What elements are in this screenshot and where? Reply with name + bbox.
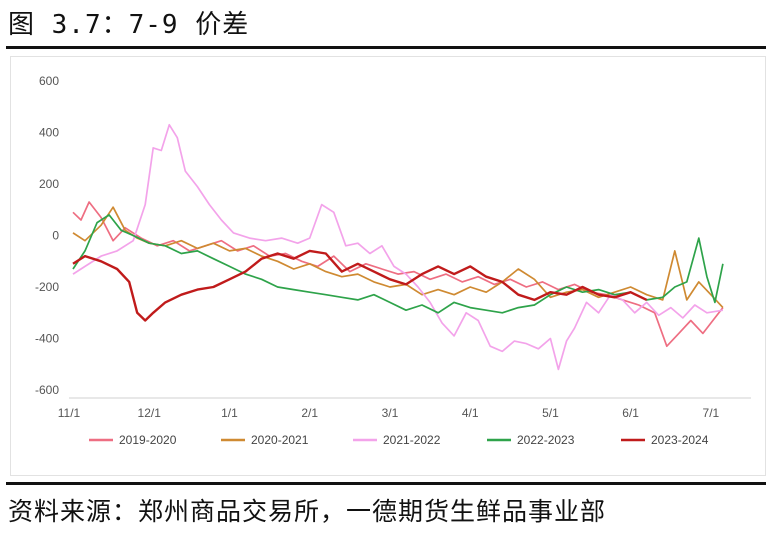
chart-frame: 600 400 200 0 -200 -400 -600 11/1 12/1 1/1 2/1 3/1 4…: [10, 56, 766, 476]
legend-label: 2023-2024: [651, 433, 709, 447]
y-tick-label: 400: [39, 126, 59, 140]
y-tick-label: 600: [39, 74, 59, 88]
x-tick-label: 11/1: [58, 406, 81, 420]
y-tick-label: -600: [35, 383, 59, 397]
x-tick-label: 6/1: [622, 406, 639, 420]
figure-title: 图 3.7：7-9 价差: [8, 10, 250, 40]
x-tick-label: 2/1: [301, 406, 318, 420]
x-tick-label: 4/1: [462, 406, 479, 420]
source-rule: [6, 482, 766, 485]
title-rule: [6, 46, 766, 49]
legend-label: 2019-2020: [119, 433, 177, 447]
x-tick-label: 5/1: [542, 406, 559, 420]
x-tick-label: 7/1: [703, 406, 720, 420]
legend-label: 2021-2022: [383, 433, 441, 447]
y-tick-label: -400: [35, 332, 59, 346]
x-tick-label: 1/1: [221, 406, 238, 420]
x-tick-label: 3/1: [382, 406, 399, 420]
y-tick-label: 200: [39, 177, 59, 191]
x-tick-label: 12/1: [138, 406, 162, 420]
line-chart: 600 400 200 0 -200 -400 -600 11/1 12/1 1/1 2/1 3/1 4…: [35, 74, 751, 447]
series-line-2023-2024: [72, 249, 648, 322]
series-line-2019-2020: [72, 201, 724, 348]
legend-label: 2020-2021: [251, 433, 309, 447]
series-line-2021-2022: [72, 123, 724, 371]
cut-off-note: [12, 466, 392, 476]
y-tick-label: -200: [35, 280, 59, 294]
y-tick-label: 0: [52, 229, 59, 243]
legend-label: 2022-2023: [517, 433, 575, 447]
source-note: 资料来源：郑州商品交易所，一德期货生鲜品事业部: [8, 497, 607, 526]
series-line-2022-2023: [72, 214, 724, 314]
series-line-2020-2021: [72, 206, 724, 309]
